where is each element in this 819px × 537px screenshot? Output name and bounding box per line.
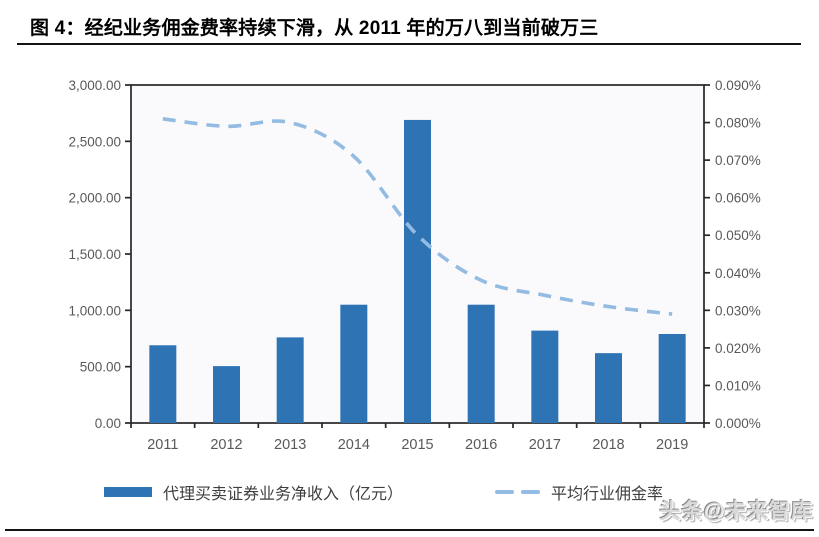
x-axis-label-2012: 2012 <box>210 437 242 453</box>
bar-2014 <box>340 304 368 423</box>
right-axis-tick-label: 0.020% <box>715 341 761 356</box>
left-axis-tick-label: 500.00 <box>80 360 121 375</box>
legend-label-net-income: 代理买卖证券业务净收入（亿元） <box>163 486 404 503</box>
right-axis-tick-label: 0.000% <box>715 416 761 431</box>
bar-2013 <box>276 337 304 423</box>
bar-2017 <box>531 330 559 423</box>
left-axis-tick-label: 2,000.00 <box>68 191 121 206</box>
right-axis-tick-label: 0.040% <box>715 266 761 281</box>
right-axis-tick-label: 0.070% <box>715 153 761 168</box>
x-axis-label-2017: 2017 <box>529 437 561 453</box>
legend-item-net-income: 代理买卖证券业务净收入（亿元） <box>104 480 403 504</box>
x-axis-label-2011: 2011 <box>147 437 178 453</box>
legend-label-commission-rate: 平均行业佣金率 <box>551 486 664 503</box>
left-axis-tick-label: 1,000.00 <box>68 303 121 318</box>
commission-rate-line <box>162 117 673 316</box>
x-axis-label-2018: 2018 <box>592 437 624 453</box>
line-series-swatch <box>495 490 541 494</box>
legend-item-commission-rate: 平均行业佣金率 <box>495 480 663 504</box>
x-axis-label-2014: 2014 <box>338 437 370 453</box>
left-axis-tick-label: 1,500.00 <box>68 247 121 262</box>
right-axis-tick-label: 0.010% <box>715 378 761 393</box>
bar-2019 <box>658 333 686 423</box>
left-axis-tick-label: 3,000.00 <box>68 78 121 93</box>
bar-2018 <box>595 353 622 423</box>
chart-legend: 代理买卖证券业务净收入（亿元） 平均行业佣金率 <box>104 480 663 504</box>
x-axis-label-2015: 2015 <box>401 437 433 453</box>
bar-2012 <box>213 366 240 423</box>
left-axis-tick-label: 2,500.00 <box>68 134 121 149</box>
x-axis-label-2016: 2016 <box>465 437 497 453</box>
bar-2015 <box>404 119 431 423</box>
figure-title: 图 4：经纪业务佣金费率持续下滑，从 2011 年的万八到当前破万三 <box>30 18 599 39</box>
bar-2016 <box>467 304 495 423</box>
watermark-toutiao: 头条@未来智库 <box>659 500 813 523</box>
bar-2011 <box>149 345 177 423</box>
x-axis-label-2013: 2013 <box>274 437 306 453</box>
right-axis-tick-label: 0.050% <box>715 228 761 243</box>
title-underline <box>17 43 801 45</box>
right-axis-tick-label: 0.030% <box>715 303 761 318</box>
bar-series-swatch <box>104 487 152 497</box>
right-axis-tick-label: 0.090% <box>715 78 761 93</box>
bottom-border-rule <box>5 529 814 531</box>
right-axis-tick-label: 0.060% <box>715 191 761 206</box>
right-axis-tick-label: 0.080% <box>715 116 761 131</box>
x-axis-label-2019: 2019 <box>656 437 688 453</box>
left-axis-tick-label: 0.00 <box>95 416 121 431</box>
commission-rate-chart: 3,000.00 2,500.00 2,000.00 1,500.00 1,000.00… <box>68 78 761 453</box>
